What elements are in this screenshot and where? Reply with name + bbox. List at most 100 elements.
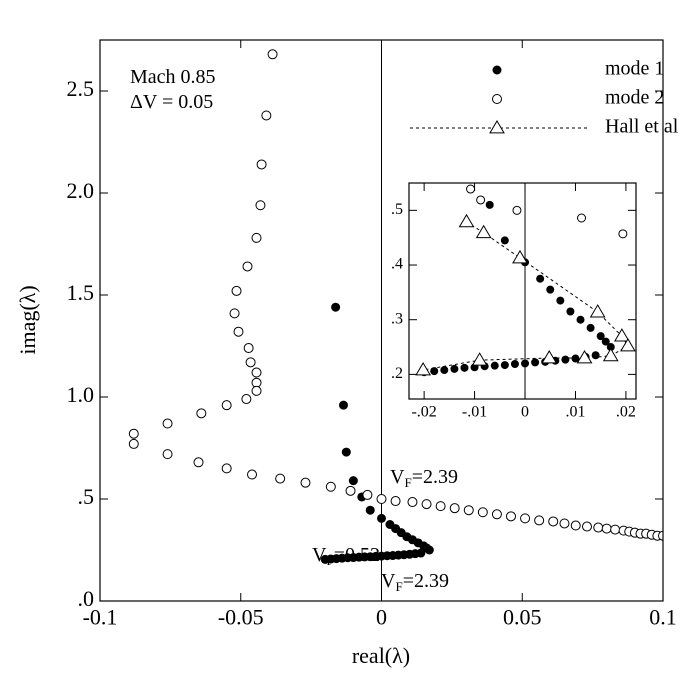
annotation: VF=0.52	[312, 544, 380, 568]
point	[618, 229, 628, 239]
point	[362, 489, 373, 500]
point	[458, 213, 475, 228]
point	[610, 524, 621, 535]
point	[365, 505, 375, 515]
point	[325, 481, 336, 492]
point	[450, 364, 459, 373]
annotation-base: V	[390, 466, 405, 488]
point	[128, 438, 139, 449]
point	[531, 358, 540, 367]
point	[229, 308, 240, 319]
point	[421, 499, 432, 510]
annotation: VF=2.39	[381, 570, 449, 594]
point	[571, 354, 580, 363]
point	[345, 485, 356, 496]
point	[390, 496, 401, 507]
point	[320, 554, 330, 564]
legend-marker	[492, 65, 502, 75]
point	[256, 159, 267, 170]
point	[556, 296, 565, 305]
point	[500, 236, 509, 245]
point	[424, 545, 434, 555]
legend-marker	[492, 94, 502, 104]
y-tick-label: 1.0	[67, 382, 95, 407]
point	[505, 511, 516, 522]
point	[251, 385, 262, 396]
point	[251, 367, 262, 378]
annotation-text: =2.39	[403, 570, 449, 592]
plot-layer	[415, 183, 636, 399]
legend-label: mode 1	[605, 58, 664, 80]
point	[586, 323, 595, 332]
point	[559, 518, 570, 529]
frame	[99, 39, 664, 602]
point	[620, 337, 636, 352]
annotation-sub: F	[404, 475, 411, 490]
point	[377, 513, 386, 523]
y-tick-label: 2.5	[67, 76, 95, 101]
x-tick-label: 0.1	[649, 605, 677, 630]
point	[512, 249, 528, 264]
point	[255, 200, 266, 211]
point	[475, 224, 492, 239]
point	[449, 503, 460, 514]
point	[491, 509, 502, 520]
y-tick-label: .2	[391, 365, 403, 382]
point	[589, 304, 606, 318]
point	[520, 513, 531, 524]
point	[601, 523, 612, 534]
point	[275, 473, 286, 484]
point	[534, 515, 545, 526]
point	[614, 328, 630, 342]
point	[440, 366, 449, 375]
y-tick-label: 1.5	[67, 280, 95, 305]
x-axis-label: real(λ)	[352, 643, 410, 668]
point	[471, 352, 488, 366]
point	[128, 428, 139, 439]
point	[466, 184, 476, 194]
annotation-base: V	[381, 570, 396, 592]
annotation-text: Mach 0.85	[130, 66, 216, 88]
x-tick-label: -0.05	[218, 605, 264, 630]
x-tick-label: .01	[565, 403, 585, 420]
point	[577, 213, 587, 223]
y-tick-label: 2.0	[67, 178, 95, 203]
point	[233, 326, 244, 337]
point	[512, 205, 522, 215]
point	[477, 507, 488, 518]
point	[331, 302, 341, 312]
y-tick-label: .0	[78, 586, 95, 611]
point	[463, 505, 474, 516]
point	[548, 516, 559, 527]
point	[536, 274, 545, 283]
x-tick-label: 0	[376, 605, 387, 630]
annotation: VF=2.39	[390, 466, 458, 490]
point	[593, 522, 604, 533]
point	[566, 307, 575, 316]
point	[581, 521, 592, 532]
legend-label: mode 2	[605, 87, 664, 109]
legend-marker	[489, 120, 505, 134]
annotation: ΔV = 0.05	[130, 91, 213, 113]
x-tick-label: 0	[521, 403, 529, 420]
point	[196, 408, 207, 419]
point	[510, 360, 519, 369]
frame	[408, 182, 637, 400]
point	[658, 530, 663, 541]
point	[602, 347, 619, 362]
point	[348, 476, 358, 486]
x-tick-label: 0.05	[503, 605, 542, 630]
point	[221, 463, 232, 474]
point	[546, 285, 555, 294]
point	[430, 367, 439, 376]
annotation-base: V	[312, 544, 327, 566]
point	[541, 350, 558, 364]
point	[193, 457, 204, 468]
point	[267, 49, 278, 60]
point	[251, 377, 262, 388]
x-tick-label: -.02	[411, 403, 436, 420]
point	[300, 477, 311, 488]
x-tick-label: -.01	[462, 403, 487, 420]
y-tick-label: .4	[391, 256, 403, 273]
